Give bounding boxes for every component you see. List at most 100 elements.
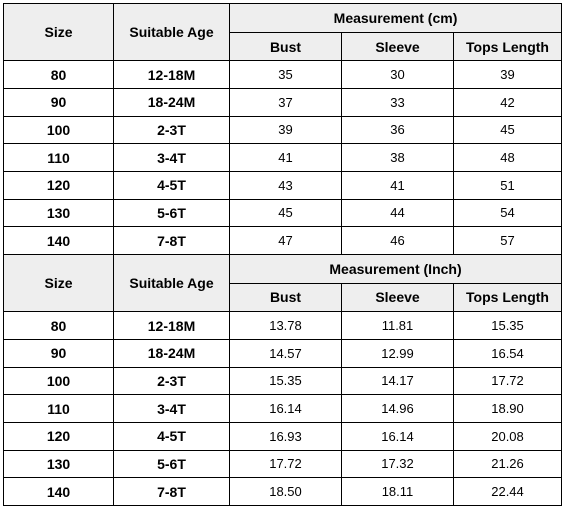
table-row: 130 5-6T 45 44 54 (3, 198, 563, 228)
cell-bust: 43 (229, 170, 342, 200)
cell-tops-length: 54 (452, 198, 563, 228)
cell-bust: 13.78 (229, 311, 342, 340)
cell-suitable-age: 12-18M (113, 311, 230, 340)
cell-suitable-age: 5-6T (113, 198, 230, 228)
cell-bust: 16.93 (229, 421, 342, 451)
cell-tops-length: 45 (452, 115, 563, 145)
table-row: 140 7-8T 18.50 18.11 22.44 (3, 477, 563, 506)
cell-bust: 18.50 (229, 477, 342, 506)
cell-sleeve: 44 (341, 198, 454, 228)
size-chart-table: Size Suitable Age Measurement (cm) Bust Slee… (3, 2, 563, 506)
cell-bust: 16.14 (229, 394, 342, 423)
cell-size: 110 (3, 143, 114, 172)
cell-bust: 17.72 (229, 449, 342, 479)
cell-suitable-age: 5-6T (113, 449, 230, 479)
cell-tops-length: 16.54 (452, 338, 563, 368)
header-measurement-group: Measurement (cm) (228, 3, 563, 33)
cell-bust: 41 (229, 143, 342, 172)
cell-suitable-age: 18-24M (113, 88, 230, 117)
size-chart: Size Suitable Age Measurement (cm) Bust Slee… (3, 2, 563, 506)
table-row: 110 3-4T 41 38 48 (3, 143, 563, 172)
header-subrow: Bust Sleeve Tops Length (4, 31, 563, 62)
cell-tops-length: 51 (452, 170, 563, 200)
header-suitable-age: Suitable Age (113, 253, 230, 313)
cell-tops-length: 57 (452, 226, 563, 255)
header-size: Size (3, 253, 114, 313)
table-row: 110 3-4T 16.14 14.96 18.90 (3, 394, 563, 423)
table-row: 90 18-24M 14.57 12.99 16.54 (3, 338, 563, 368)
cell-suitable-age: 18-24M (113, 338, 230, 368)
cell-bust: 15.35 (229, 366, 342, 396)
cell-sleeve: 38 (341, 143, 454, 172)
cell-sleeve: 33 (341, 88, 454, 117)
cell-suitable-age: 7-8T (113, 477, 230, 506)
cell-sleeve: 46 (341, 226, 454, 255)
cell-size: 80 (3, 311, 114, 340)
cell-size: 130 (3, 198, 114, 228)
cell-size: 120 (3, 170, 114, 200)
table-row: 90 18-24M 37 33 42 (3, 88, 563, 117)
cell-bust: 45 (229, 198, 342, 228)
cell-tops-length: 42 (452, 88, 563, 117)
cell-tops-length: 20.08 (452, 421, 563, 451)
cell-suitable-age: 3-4T (113, 143, 230, 172)
cell-sleeve: 30 (341, 60, 454, 89)
cell-bust: 37 (229, 88, 342, 117)
header-row: Size Suitable Age Measurement (Inch) (3, 253, 563, 313)
cell-sleeve: 17.32 (341, 449, 454, 479)
cell-size: 140 (3, 226, 114, 255)
header-tops-length: Tops Length (452, 282, 563, 313)
cell-bust: 47 (229, 226, 342, 255)
cell-sleeve: 14.17 (341, 366, 454, 396)
cell-size: 80 (3, 60, 114, 89)
cell-tops-length: 21.26 (452, 449, 563, 479)
header-bust: Bust (229, 282, 342, 313)
header-suitable-age: Suitable Age (113, 2, 230, 62)
header-measurement-group: Measurement (Inch) (228, 253, 563, 284)
cell-size: 140 (3, 477, 114, 506)
cell-tops-length: 48 (452, 143, 563, 172)
table-row: 140 7-8T 47 46 57 (3, 226, 563, 255)
cell-sleeve: 41 (341, 170, 454, 200)
cell-size: 100 (3, 115, 114, 145)
table-row: 120 4-5T 16.93 16.14 20.08 (3, 421, 563, 451)
cell-tops-length: 17.72 (452, 366, 563, 396)
cell-sleeve: 36 (341, 115, 454, 145)
header-tops-length: Tops Length (452, 31, 563, 62)
cell-tops-length: 39 (452, 60, 563, 89)
cell-sleeve: 12.99 (341, 338, 454, 368)
table-row: 80 12-18M 13.78 11.81 15.35 (3, 311, 563, 340)
header-sleeve: Sleeve (341, 31, 454, 62)
cell-sleeve: 16.14 (341, 421, 454, 451)
cell-sleeve: 11.81 (341, 311, 454, 340)
cell-size: 90 (3, 88, 114, 117)
cell-size: 130 (3, 449, 114, 479)
table-row: 130 5-6T 17.72 17.32 21.26 (3, 449, 563, 479)
table-row: 80 12-18M 35 30 39 (3, 60, 563, 89)
table-row: 100 2-3T 39 36 45 (3, 115, 563, 145)
cell-tops-length: 15.35 (452, 311, 563, 340)
cell-suitable-age: 4-5T (113, 170, 230, 200)
cell-bust: 35 (229, 60, 342, 89)
header-row: Size Suitable Age Measurement (cm) (3, 2, 563, 62)
cell-suitable-age: 3-4T (113, 394, 230, 423)
cell-size: 110 (3, 394, 114, 423)
cell-sleeve: 18.11 (341, 477, 454, 506)
cell-sleeve: 14.96 (341, 394, 454, 423)
cell-size: 120 (3, 421, 114, 451)
header-subrow: Bust Sleeve Tops Length (4, 282, 563, 313)
cell-suitable-age: 2-3T (113, 115, 230, 145)
table-row: 100 2-3T 15.35 14.17 17.72 (3, 366, 563, 396)
table-row: 120 4-5T 43 41 51 (3, 170, 563, 200)
cell-suitable-age: 2-3T (113, 366, 230, 396)
header-sleeve: Sleeve (341, 282, 454, 313)
cell-tops-length: 18.90 (452, 394, 563, 423)
cell-suitable-age: 12-18M (113, 60, 230, 89)
cell-tops-length: 22.44 (452, 477, 563, 506)
cell-size: 100 (3, 366, 114, 396)
cell-bust: 14.57 (229, 338, 342, 368)
header-size: Size (3, 2, 114, 62)
cell-size: 90 (3, 338, 114, 368)
cell-suitable-age: 7-8T (113, 226, 230, 255)
cell-bust: 39 (229, 115, 342, 145)
